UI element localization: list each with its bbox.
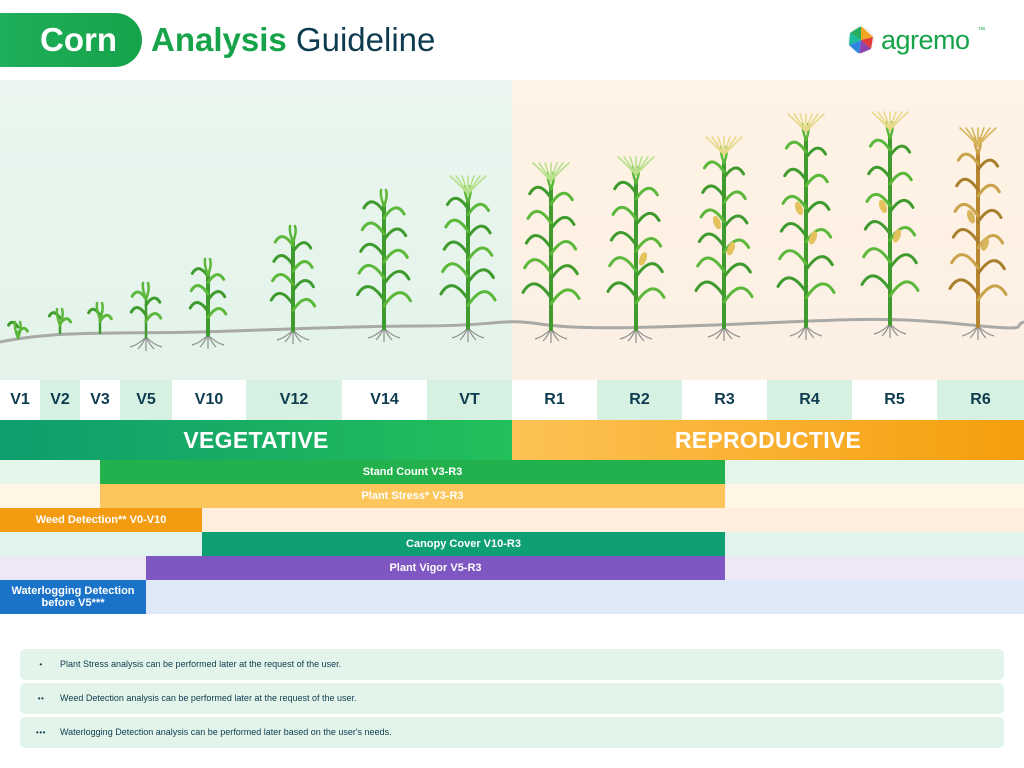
stage-label-v10: V10 [172,380,246,420]
bar-plant-stress: Plant Stress* V3-R3 [100,484,725,508]
plants-illustration [0,111,1024,351]
stage-label-r1: R1 [512,380,597,420]
corn-plant-6 [269,224,317,344]
stage-label-r5: R5 [852,380,937,420]
stage-label-v12: V12 [246,380,342,420]
stage-label-r2: R2 [597,380,682,420]
phase-reproductive: REPRODUCTIVE [512,420,1024,460]
corn-plant-12 [776,113,836,340]
footnote-mark: • [39,660,43,669]
reproductive-backdrop [512,80,1024,380]
title-highlight-pill: Corn [0,13,142,67]
footnote-mark: ••• [36,728,46,737]
corn-plant-9 [521,162,581,343]
title-rest: Guideline [295,21,436,58]
corn-plant-3 [87,301,113,335]
row-waterlogging: Waterlogging Detection before V5*** [0,580,1024,614]
logo-trademark: ™ [978,27,985,34]
page-title: Analysis Guideline [151,13,435,67]
footnote: •• Weed Detection analysis can be perfor… [20,683,1004,714]
corn-plant-1 [7,320,29,340]
stage-label-v5: V5 [120,380,172,420]
stage-labels: V1 V2 V3 V5 V10 V12 V14 VT R1 R2 R3 R4 R5 R6 [0,380,1024,420]
bar-stand-count: Stand Count V3-R3 [100,460,725,484]
corn-plant-2 [47,307,73,335]
corn-plant-4 [129,281,163,351]
stage-label-r4: R4 [767,380,852,420]
stage-label-r6: R6 [937,380,1024,420]
corn-plant-5 [188,257,228,349]
footnote-mark: •• [37,694,45,703]
phase-vegetative: VEGETATIVE [0,420,512,460]
row-weed-detection: Weed Detection** V0-V10 [0,508,1024,532]
bar-canopy-cover: Canopy Cover V10-R3 [202,532,725,556]
header: Corn Analysis Guideline agremo ™ [0,0,1024,80]
stage-label-v1: V1 [0,380,40,420]
bar-plant-vigor: Plant Vigor V5-R3 [146,556,725,580]
row-track [0,580,1024,614]
row-plant-stress: Plant Stress* V3-R3 [0,484,1024,508]
corn-plant-14 [948,127,1008,340]
footnote: ••• Waterlogging Detection analysis can … [20,717,1004,748]
corn-plant-13 [860,111,920,338]
footnote-text: Weed Detection analysis can be performed… [60,693,357,703]
title-highlight: Corn [40,21,117,58]
bar-waterlogging: Waterlogging Detection before V5*** [0,580,146,614]
stage-label-r3: R3 [682,380,767,420]
globe-logo-icon [846,25,876,55]
corn-plant-8 [439,175,497,342]
corn-plant-7 [356,188,412,342]
footnote: • Plant Stress analysis can be performed… [20,649,1004,680]
row-stand-count: Stand Count V3-R3 [0,460,1024,484]
row-plant-vigor: Plant Vigor V5-R3 [0,556,1024,580]
footnote-text: Plant Stress analysis can be performed l… [60,659,342,669]
corn-plant-10 [606,156,666,343]
logo-wordmark: agremo [881,25,970,55]
stage-label-v2: V2 [40,380,80,420]
stage-label-v14: V14 [342,380,427,420]
agremo-logo: agremo ™ [845,23,995,57]
stage-label-vt: VT [427,380,512,420]
row-canopy-cover: Canopy Cover V10-R3 [0,532,1024,556]
bar-weed-detection: Weed Detection** V0-V10 [0,508,202,532]
footnote-text: Waterlogging Detection analysis can be p… [60,727,392,737]
growth-scene [0,80,1024,380]
corn-plant-11 [694,136,754,341]
title-accent: Analysis [151,21,287,58]
stage-label-v3: V3 [80,380,120,420]
